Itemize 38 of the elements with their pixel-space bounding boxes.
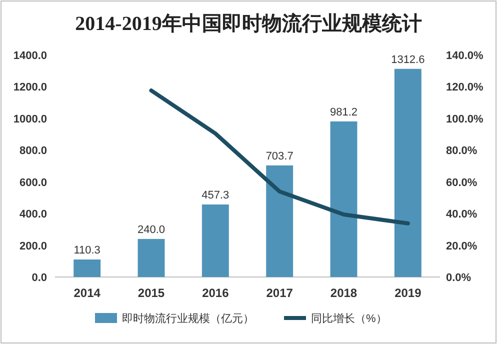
line-series bbox=[149, 88, 410, 226]
y-tick-label: 0.0 bbox=[32, 272, 47, 284]
x-tick-label: 2015 bbox=[138, 286, 165, 300]
y2-tick-label: 60.0% bbox=[446, 176, 478, 189]
y-tick-label: 200.0 bbox=[19, 240, 47, 252]
y-tick-label: 800.0 bbox=[19, 145, 47, 158]
y2-tick-label: 0.0% bbox=[446, 272, 472, 284]
data-label: 981.2 bbox=[330, 106, 358, 118]
x-tick-label: 2019 bbox=[394, 286, 422, 300]
bar bbox=[330, 121, 358, 277]
x-tick-label: 2017 bbox=[266, 286, 294, 300]
bar bbox=[138, 238, 165, 277]
y2-tick-label: 80.0% bbox=[446, 145, 478, 158]
x-tick-label: 2014 bbox=[74, 286, 101, 300]
legend-label: 即时物流行业规模（亿元） bbox=[122, 312, 254, 325]
bar bbox=[202, 204, 229, 277]
data-label: 457.3 bbox=[202, 189, 230, 202]
y2-tick-label: 120.0% bbox=[446, 82, 484, 94]
legend-label: 同比增长（%） bbox=[311, 312, 387, 325]
data-label: 240.0 bbox=[137, 224, 166, 236]
y2-tick-label: 140.0% bbox=[446, 50, 484, 62]
x-tick-label: 2018 bbox=[330, 286, 358, 300]
data-label: 110.3 bbox=[74, 244, 100, 257]
y-tick-label: 600.0 bbox=[19, 176, 47, 189]
data-label: 1312.6 bbox=[391, 54, 425, 66]
y2-tick-label: 20.0% bbox=[446, 240, 478, 252]
y-tick-label: 400.0 bbox=[19, 208, 47, 221]
chart-title: 2014-2019年中国即时物流行业规模统计 bbox=[75, 12, 422, 35]
y2-tick-label: 100.0% bbox=[446, 113, 484, 126]
y-tick-label: 1200.0 bbox=[13, 82, 47, 94]
bar bbox=[266, 165, 294, 277]
x-tick-label: 2016 bbox=[202, 286, 230, 300]
y-tick-label: 1000.0 bbox=[13, 113, 47, 126]
y2-tick-label: 40.0% bbox=[446, 208, 478, 221]
bar bbox=[394, 68, 422, 277]
data-label: 703.7 bbox=[266, 150, 294, 162]
bar bbox=[74, 260, 101, 277]
y-tick-label: 1400.0 bbox=[13, 50, 47, 62]
